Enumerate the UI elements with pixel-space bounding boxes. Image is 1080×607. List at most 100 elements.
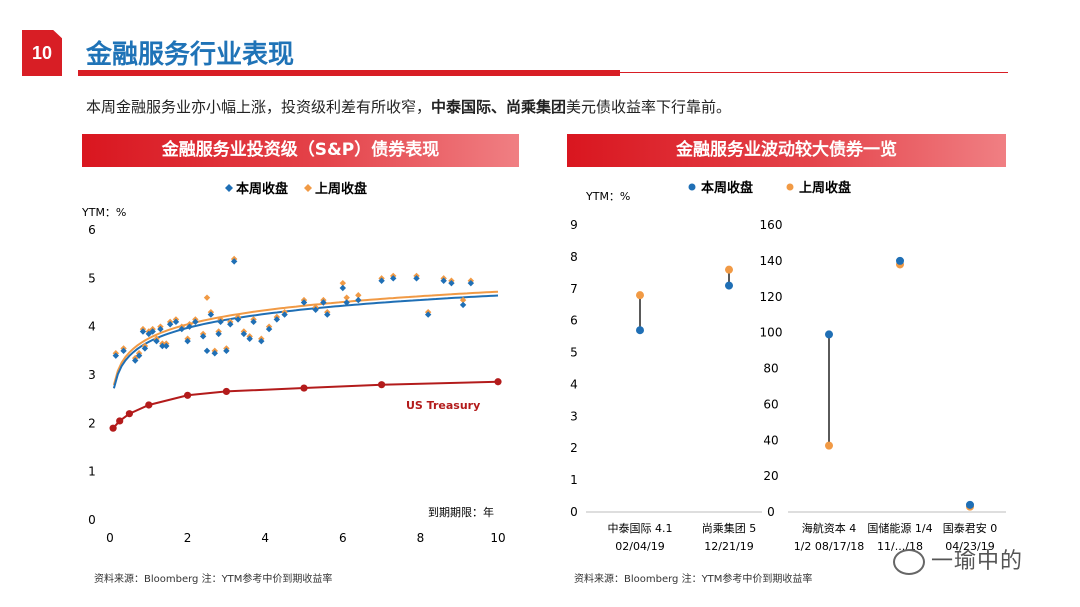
point-this-week (355, 296, 362, 304)
left-x-tick-label: 0 (106, 531, 114, 545)
point-last-week (355, 292, 362, 299)
point-this-week (172, 318, 180, 326)
bond-label: 中泰国际 4.1 (608, 521, 673, 535)
point-this-week (223, 347, 230, 355)
treasury-point (222, 387, 230, 396)
left-y-tick-label: 6 (88, 223, 96, 237)
summary-part-2-bold: 中泰国际、尚乘集团 (431, 98, 567, 116)
bond-date-label: 04/23/19 (945, 540, 994, 553)
left-x-axis-label: 到期期限：年 (428, 505, 494, 519)
legend-marker-last-week (304, 184, 312, 192)
left-x-tick-label: 4 (261, 531, 269, 545)
wechat-icon (893, 549, 925, 575)
treasury-point (145, 401, 153, 409)
right-chart-right-y-tick: 140 (760, 254, 783, 268)
page-number-badge: 10 (22, 30, 62, 76)
right-chart-title-banner: 金融服务业波动较大债券一览 (567, 134, 1006, 167)
right-chart-right-y-tick: 40 (763, 433, 778, 447)
point-this-week (192, 318, 199, 326)
left-y-tick-label: 5 (88, 271, 96, 285)
right-chart-left-y-tick: 0 (570, 505, 578, 519)
point-this-week (184, 337, 191, 345)
point-this-week (343, 299, 350, 306)
summary-part-1: 本周金融服务业亦小幅上涨，投资级利差有所收窄， (86, 98, 432, 116)
treasury-point (184, 391, 192, 399)
right-chart-legend: 本周收盘 上周收盘 (688, 180, 851, 196)
right-chart-right-y-tick: 60 (763, 397, 778, 411)
treasury-point (494, 378, 502, 386)
yield-curve-chart: 本周收盘 上周收盘 YTM：% 到期期限：年 0 1 2 3 4 5 6 0 2 4 6 8 10 US… (81, 181, 506, 545)
point-this-week (120, 347, 127, 355)
right-chart-axes: 0 1 2 3 4 5 6 7 8 9 0 20 40 60 80 100 120 140 160 中泰国际 4.1 0… (570, 218, 1006, 553)
point-this-week (141, 345, 149, 352)
point-this-week (467, 279, 475, 287)
legend-label-this-week: 本周收盘 (236, 181, 288, 197)
point-this-week (300, 299, 308, 306)
treasury-annotation: US Treasury (406, 399, 480, 412)
treasury-point (109, 424, 117, 432)
right-chart-left-y-tick: 9 (570, 218, 578, 232)
treasury-series (109, 378, 502, 432)
treasury-point (116, 417, 124, 425)
point-this-week (324, 311, 331, 318)
dumbbell-point-this-week (725, 281, 733, 290)
point-this-week (246, 335, 253, 342)
point-this-week (448, 279, 455, 287)
bond-label: 国泰君安 0 (943, 521, 998, 535)
legend-marker-this-week (688, 183, 696, 191)
point-this-week (217, 318, 224, 326)
dumbbell-point-this-week (896, 256, 904, 265)
point-this-week (159, 342, 166, 350)
point-this-week (149, 328, 156, 335)
left-x-tick-label: 10 (490, 531, 505, 545)
left-y-tick-label: 3 (88, 368, 96, 382)
right-source-note: 资料来源：Bloomberg 注：YTM参考中价到期收益率 (574, 574, 813, 585)
right-y-axis-label: YTM：% (585, 190, 630, 203)
point-last-week (459, 296, 467, 304)
point-this-week (378, 277, 385, 284)
right-chart-right-y-tick: 0 (767, 505, 775, 519)
legend-marker-this-week (225, 184, 233, 192)
right-chart-right-y-tick: 160 (760, 218, 783, 232)
left-chart-legend: 本周收盘 上周收盘 (225, 181, 367, 197)
right-chart-left-y-tick: 7 (570, 282, 578, 296)
point-this-week (139, 328, 147, 335)
right-chart-right-y-tick: 80 (763, 362, 778, 376)
point-this-week (281, 311, 288, 318)
bond-date-label: 1/2 08/17/18 (794, 540, 865, 553)
left-source-note: 资料来源：Bloomberg 注：YTM参考中价到期收益率 (94, 574, 333, 585)
bond-date-label: 02/04/19 (615, 540, 664, 553)
title-underline (78, 70, 620, 76)
left-chart-title-banner: 金融服务业投资级（S&P）债券表现 (82, 134, 519, 167)
dumbbell-point-this-week (636, 326, 644, 335)
left-chart-axes: 0 1 2 3 4 5 6 0 2 4 6 8 10 (88, 223, 505, 545)
right-chart-left-y-tick: 1 (570, 473, 578, 487)
page-title: 金融服务行业表现 (86, 40, 295, 70)
point-this-week (390, 275, 397, 282)
bond-label: 海航资本 4 (802, 521, 857, 535)
left-fit-curves (112, 290, 499, 389)
treasury-point (125, 410, 133, 418)
right-chart-left-y-tick: 5 (570, 346, 578, 360)
dumbbell-point-this-week (966, 500, 974, 509)
point-this-week (178, 325, 185, 333)
bond-date-label: 12/21/19 (704, 540, 753, 553)
point-this-week (199, 333, 207, 340)
right-chart-right-y-tick: 20 (763, 469, 778, 483)
point-last-week (343, 294, 350, 301)
point-this-week (240, 330, 248, 338)
left-x-tick-label: 8 (417, 531, 425, 545)
treasury-point (378, 381, 386, 389)
point-this-week (440, 277, 447, 284)
point-this-week (135, 352, 143, 359)
point-this-week (459, 301, 467, 309)
point-this-week (424, 311, 432, 318)
point-this-week (312, 306, 319, 313)
watermark: 一瑜中的 (893, 543, 1023, 575)
right-chart-left-y-tick: 3 (570, 409, 578, 423)
point-this-week (227, 321, 234, 328)
point-this-week (112, 352, 120, 359)
point-last-week (339, 279, 346, 287)
title-rule (78, 72, 1008, 73)
point-this-week (273, 316, 281, 323)
